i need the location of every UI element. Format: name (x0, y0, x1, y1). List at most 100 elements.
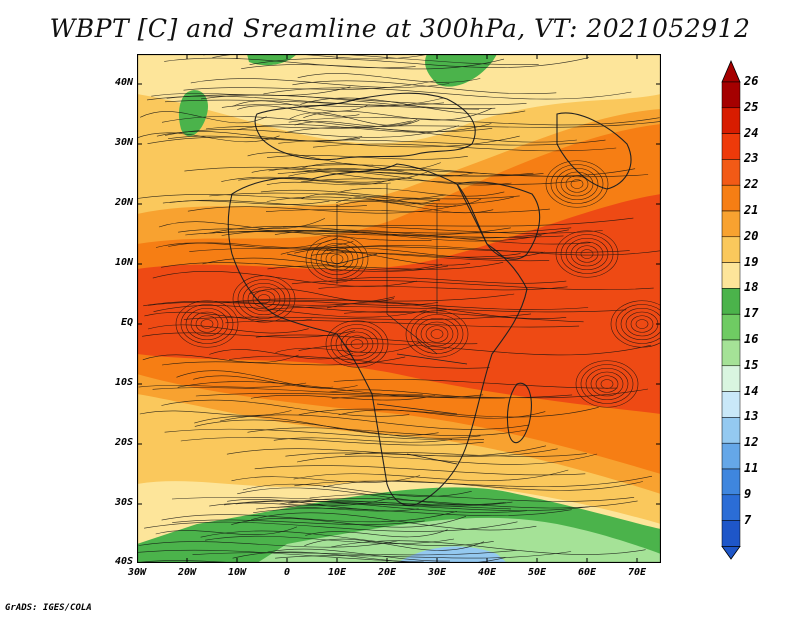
streamline (340, 121, 661, 129)
streamline (293, 469, 569, 481)
colorbar-arrow-top (721, 60, 741, 83)
streamline (266, 178, 394, 186)
streamline (268, 164, 636, 177)
streamline (304, 538, 485, 551)
streamline (288, 170, 512, 186)
streamline (267, 262, 504, 270)
colorbar-swatch (721, 81, 741, 109)
streamline (229, 355, 490, 369)
streamline (231, 475, 421, 483)
country-border (396, 353, 468, 365)
streamline (190, 78, 450, 88)
colorbar-label: 12 (744, 435, 759, 450)
streamline (560, 171, 594, 197)
streamline (231, 100, 370, 112)
streamline (275, 342, 420, 354)
streamline (180, 437, 484, 446)
streamline (294, 120, 420, 127)
colorbar-swatch (721, 468, 741, 496)
streamline (279, 498, 638, 509)
streamline (189, 248, 550, 262)
streamline (222, 298, 589, 310)
streamline (237, 487, 506, 506)
streamline (338, 188, 505, 197)
colorbar-label: 16 (744, 332, 759, 346)
streamline (249, 288, 395, 302)
streamline (138, 382, 307, 388)
streamline (164, 57, 416, 69)
streamline (273, 437, 453, 443)
streamline (203, 54, 539, 66)
streamline (635, 319, 649, 329)
lat-label: 10S (114, 377, 133, 388)
streamline (292, 168, 649, 178)
axis-ticks (137, 54, 661, 563)
colorbar-label: 26 (744, 74, 759, 88)
streamline (247, 286, 281, 312)
streamline (289, 112, 418, 126)
lat-label: 30N (114, 137, 133, 148)
streamline (209, 349, 354, 360)
streamline (183, 80, 437, 91)
streamline (344, 311, 584, 323)
streamline (147, 135, 520, 148)
streamline (294, 475, 653, 487)
colorbar-swatch (721, 339, 741, 367)
colorbar-swatch (721, 417, 741, 444)
lon-label: 20W (177, 567, 197, 578)
streamline (237, 279, 291, 319)
colorbar-label: 9 (744, 486, 752, 501)
streamline (168, 241, 354, 249)
streamline (615, 304, 661, 344)
streamline (172, 519, 425, 525)
streamline (590, 371, 624, 397)
streamline (242, 483, 472, 497)
colorbar-label: 15 (744, 357, 759, 372)
streamline (161, 262, 449, 272)
streamline (575, 360, 639, 408)
streamline (221, 171, 428, 183)
lon-label: 70E (627, 567, 647, 578)
streamline (212, 54, 431, 60)
streamline (350, 339, 364, 349)
lat-label: 20S (114, 437, 133, 448)
streamline (147, 324, 309, 334)
streamline (144, 311, 313, 322)
streamline (296, 453, 598, 465)
streamline (345, 335, 369, 353)
wbpt-streamline-field (137, 54, 661, 563)
streamline (311, 162, 441, 172)
colorbar-swatch (721, 159, 741, 186)
streamline (224, 500, 527, 513)
streamline (164, 428, 485, 441)
lat-label: EQ (120, 317, 133, 328)
streamline (266, 196, 514, 205)
streamline (580, 249, 594, 259)
streamline (565, 175, 589, 193)
streamline (251, 168, 412, 180)
temperature-band (397, 546, 507, 563)
streamline (175, 300, 239, 348)
streamline (325, 250, 349, 268)
colorbar-swatch (721, 365, 741, 392)
streamline (560, 234, 614, 274)
streamline (420, 321, 454, 347)
streamline (250, 395, 436, 401)
streamline (200, 94, 496, 109)
lat-label: 30S (114, 497, 133, 508)
temperature-band (247, 54, 297, 66)
streamline (280, 248, 471, 266)
streamline (620, 307, 661, 341)
streamline (226, 445, 547, 457)
streamlines (137, 54, 661, 563)
colorbar-label: 22 (744, 177, 759, 192)
colorbar-swatch (721, 210, 741, 238)
streamline (260, 189, 441, 202)
streamline (297, 73, 481, 83)
colorbar-swatch (721, 520, 741, 547)
streamline (152, 387, 423, 396)
streamline (178, 228, 432, 242)
streamline (555, 230, 619, 278)
colorbar-swatch (721, 107, 741, 134)
streamline (330, 324, 384, 364)
